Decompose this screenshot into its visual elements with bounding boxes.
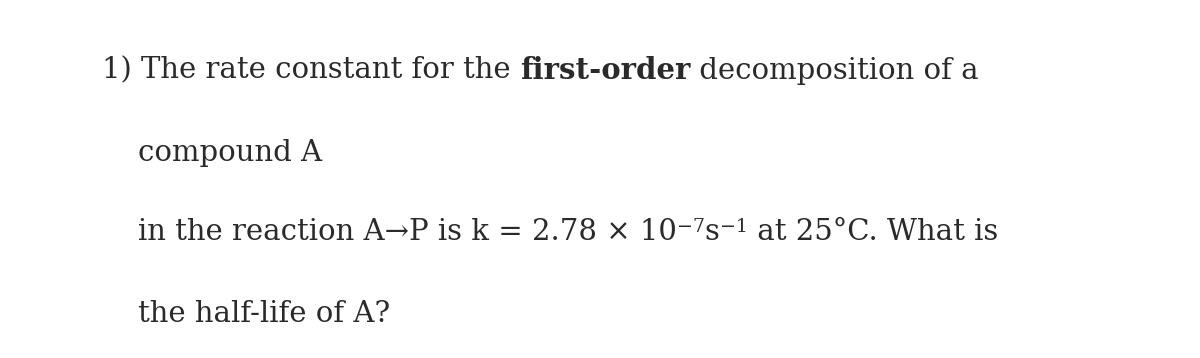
Text: −1: −1 <box>720 218 748 236</box>
Text: −7: −7 <box>677 218 704 236</box>
Text: at 25°C. What is: at 25°C. What is <box>748 218 998 246</box>
Text: decomposition of a: decomposition of a <box>690 57 979 85</box>
Text: the half-life of A?: the half-life of A? <box>138 300 390 328</box>
Text: s: s <box>704 218 720 246</box>
Text: in the reaction A→P is k = 2.78 × 10: in the reaction A→P is k = 2.78 × 10 <box>138 218 677 246</box>
Text: compound A: compound A <box>138 139 322 167</box>
Text: first-order: first-order <box>520 56 690 85</box>
Text: 1) The rate constant for the: 1) The rate constant for the <box>102 57 520 85</box>
